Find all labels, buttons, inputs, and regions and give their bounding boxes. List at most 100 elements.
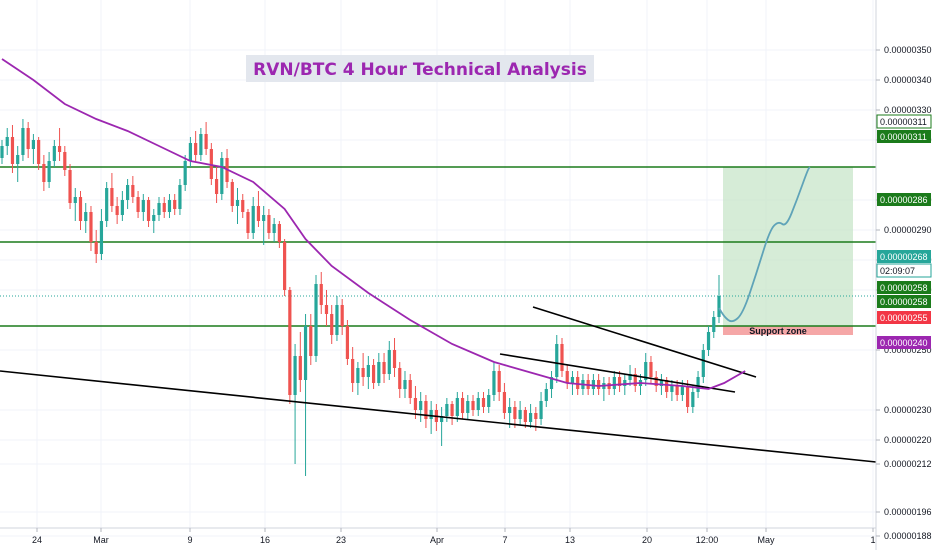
price-tick-label-9: 0.00000230: [884, 405, 932, 415]
candle-2: [10, 125, 15, 173]
candle-33: [173, 194, 177, 215]
price-tick-label-5: 0.00000290: [884, 225, 932, 235]
price-tag-box-4: [876, 263, 932, 278]
candle-body-21: [110, 188, 114, 206]
candle-body-16: [84, 212, 88, 221]
candle-51: [267, 209, 271, 239]
candle-75: [392, 338, 397, 377]
candle-10: [52, 140, 56, 167]
candle-56: [293, 344, 297, 464]
horizontal-levels[interactable]: [0, 166, 876, 327]
candle-27: [141, 194, 145, 221]
candle-52: [272, 218, 276, 242]
price-tag-3: 0.00000268: [877, 250, 931, 263]
candle-69: [361, 353, 365, 386]
candle-71: [371, 359, 376, 389]
time-axis[interactable]: 24 Mar 9 16 23 Apr 7 13 20 12:00 May 1: [32, 528, 876, 545]
trend-lines[interactable]: [0, 306, 877, 463]
candle-72: [377, 353, 381, 386]
candle-32: [167, 194, 172, 218]
candle-body-82: [429, 410, 433, 419]
candle-body-79: [413, 398, 418, 410]
candle-body-118: [617, 377, 622, 386]
candle-body-40: [209, 149, 213, 179]
candle-body-65: [340, 305, 344, 326]
candle-13: [68, 164, 72, 209]
candle-body-84: [440, 416, 444, 422]
price-tag-text-4: 02:09:07: [880, 266, 915, 276]
price-tag-text-2: 0.00000286: [880, 195, 928, 205]
price-tag-1: 0.00000311: [877, 130, 931, 143]
candle-55: [288, 287, 292, 404]
trend-line-1[interactable]: [532, 306, 757, 378]
candle-5: [26, 122, 30, 158]
candle-body-81: [424, 401, 428, 419]
candle-body-19: [99, 221, 104, 254]
candle-body-18: [94, 242, 98, 254]
candle-body-100: [523, 410, 527, 422]
time-tick-label-5: Apr: [430, 535, 444, 545]
candle-body-8: [42, 164, 46, 182]
candle-128: [670, 380, 674, 401]
candle-114: [597, 374, 601, 395]
candle-body-30: [157, 203, 161, 215]
candle-82: [429, 401, 433, 434]
candle-body-123: [644, 362, 648, 380]
candle-39: [204, 122, 208, 155]
candle-3: [16, 146, 20, 182]
candle-118: [617, 371, 622, 392]
candle-body-89: [466, 401, 470, 413]
candle-body-12: [63, 152, 67, 170]
candle-28: [146, 197, 151, 227]
candle-body-20: [105, 188, 109, 221]
candle-66: [345, 320, 350, 365]
candle-body-47: [246, 212, 250, 233]
price-tag-box-5: [877, 281, 931, 294]
candle-14: [73, 188, 77, 221]
candle-body-85: [445, 404, 449, 416]
candle-body-7: [37, 140, 41, 164]
candle-23: [120, 191, 124, 221]
price-tags: 0.00000311 0.00000311 0.00000286 0.00000268…: [876, 114, 932, 349]
candle-body-60: [314, 284, 318, 356]
candle-body-54: [283, 242, 287, 290]
price-tag-text-8: 0.00000240: [880, 338, 928, 348]
candle-body-17: [89, 212, 93, 242]
candle-body-132: [691, 392, 695, 407]
candle-body-3: [16, 155, 20, 164]
time-tick-label-6: 7: [502, 535, 507, 545]
time-tick-label-3: 16: [260, 535, 270, 545]
candle-body-61: [319, 284, 323, 305]
price-tick-label-12: 0.00000196: [884, 507, 932, 517]
price-tick-label-11: 0.00000212: [884, 459, 932, 469]
candle-11: [57, 128, 62, 161]
candle-body-57: [298, 356, 302, 380]
target-zone: Support zone: [723, 167, 853, 336]
candle-body-53: [277, 224, 281, 242]
candle-77: [403, 371, 407, 398]
candle-50: [262, 206, 266, 245]
candle-body-90: [471, 401, 475, 410]
candle-body-71: [371, 365, 376, 383]
candle-body-113: [591, 380, 595, 389]
candle-85: [445, 398, 449, 422]
candle-body-99: [518, 410, 522, 419]
candle-body-13: [68, 170, 72, 203]
candle-body-45: [235, 200, 240, 206]
candle-61: [319, 272, 323, 314]
candle-body-48: [251, 206, 255, 233]
candle-body-125: [654, 377, 658, 386]
support-zone-label: Support zone: [749, 326, 807, 336]
candle-129: [675, 380, 679, 401]
candle-body-129: [675, 386, 679, 395]
candle-21: [110, 173, 114, 212]
candle-body-6: [31, 140, 36, 149]
price-tag-text-5: 0.00000258: [880, 283, 928, 293]
candle-body-1: [5, 137, 9, 146]
price-tag-8: 0.00000240: [877, 336, 931, 349]
trend-line-0[interactable]: [0, 370, 877, 463]
candle-body-49: [256, 206, 261, 221]
trend-line-2[interactable]: [499, 353, 736, 393]
candle-45: [235, 188, 240, 224]
